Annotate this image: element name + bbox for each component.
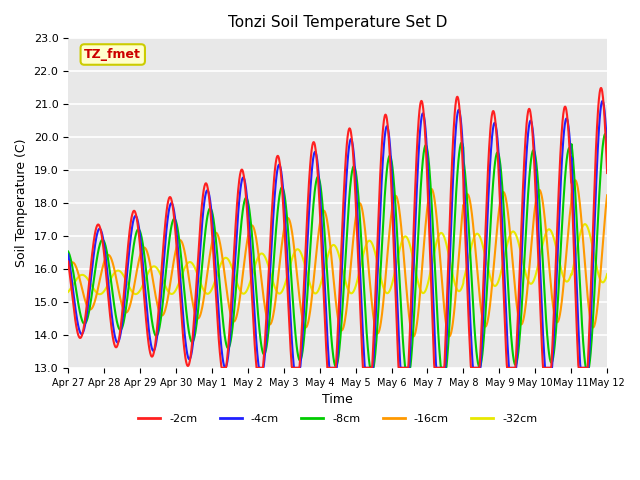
-2cm: [171, 223, 179, 228]
-8cm: [64, 249, 72, 254]
Legend: -2cm, -4cm, -8cm, -16cm, -32cm: -2cm, -4cm, -8cm, -16cm, -32cm: [134, 409, 541, 428]
-8cm: [540, 272, 547, 278]
-8cm: [492, 154, 500, 160]
-32cm: [64, 289, 72, 295]
Line: -4cm: -4cm: [68, 101, 607, 368]
-32cm: [96, 291, 104, 297]
-16cm: [171, 252, 179, 258]
-32cm: [172, 288, 179, 294]
-32cm: [184, 260, 192, 265]
Title: Tonzi Soil Temperature Set D: Tonzi Soil Temperature Set D: [228, 15, 447, 30]
-16cm: [244, 232, 252, 238]
-4cm: [255, 365, 263, 371]
-8cm: [602, 131, 609, 137]
-4cm: [492, 123, 500, 129]
-16cm: [604, 192, 611, 198]
-4cm: [184, 354, 192, 360]
-16cm: [422, 223, 429, 229]
-4cm: [599, 98, 607, 104]
-8cm: [171, 216, 179, 222]
-2cm: [597, 85, 605, 91]
-4cm: [64, 252, 72, 257]
-16cm: [410, 334, 417, 339]
-8cm: [184, 323, 192, 329]
Line: -8cm: -8cm: [68, 134, 607, 368]
-16cm: [540, 204, 547, 210]
-2cm: [218, 365, 225, 371]
Line: -16cm: -16cm: [68, 180, 607, 336]
-2cm: [492, 124, 500, 130]
Line: -32cm: -32cm: [68, 224, 607, 294]
-16cm: [64, 265, 72, 271]
-2cm: [64, 259, 72, 264]
-32cm: [604, 271, 611, 277]
-4cm: [244, 210, 252, 216]
-4cm: [604, 146, 611, 152]
-16cm: [184, 269, 192, 275]
-8cm: [244, 200, 252, 206]
-2cm: [422, 137, 429, 143]
-4cm: [422, 126, 429, 132]
-2cm: [540, 365, 547, 371]
-16cm: [492, 238, 500, 244]
Text: TZ_fmet: TZ_fmet: [84, 48, 141, 61]
-2cm: [184, 363, 192, 369]
-32cm: [581, 221, 589, 227]
-16cm: [572, 177, 579, 183]
-8cm: [367, 365, 374, 371]
X-axis label: Time: Time: [323, 393, 353, 406]
-32cm: [422, 288, 429, 294]
-32cm: [245, 283, 253, 289]
-4cm: [171, 214, 179, 220]
-8cm: [604, 137, 611, 143]
Y-axis label: Soil Temperature (C): Soil Temperature (C): [15, 139, 28, 267]
-2cm: [604, 170, 611, 176]
-32cm: [492, 283, 500, 288]
-8cm: [422, 143, 429, 148]
-2cm: [245, 235, 253, 240]
Line: -2cm: -2cm: [68, 88, 607, 368]
-32cm: [540, 238, 547, 244]
-4cm: [540, 339, 547, 345]
